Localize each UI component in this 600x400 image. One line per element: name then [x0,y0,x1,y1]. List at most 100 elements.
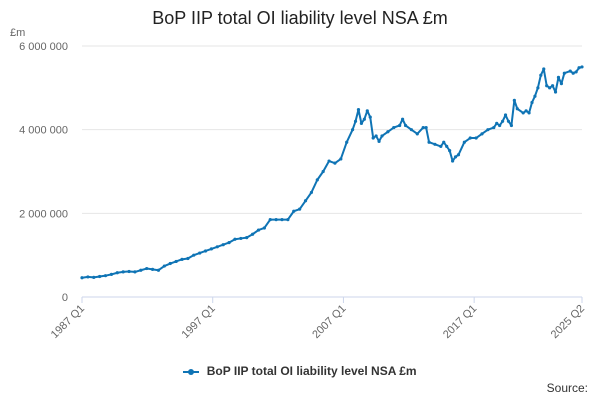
data-point[interactable] [98,274,102,279]
data-point[interactable] [162,264,166,268]
data-point[interactable] [498,123,502,128]
data-point[interactable] [233,237,237,241]
data-point[interactable] [548,86,552,90]
data-point[interactable] [550,84,555,88]
data-point[interactable] [168,261,172,266]
data-point[interactable] [433,142,437,146]
data-point[interactable] [456,153,461,157]
data-point[interactable] [353,119,358,123]
data-point[interactable] [156,268,161,272]
data-point[interactable] [239,236,243,241]
data-point[interactable] [345,140,349,144]
data-point[interactable] [392,125,396,130]
data-point[interactable] [427,140,431,144]
data-point[interactable] [515,107,519,111]
data-point[interactable] [92,275,96,279]
data-point[interactable] [139,268,143,272]
data-point[interactable] [268,218,272,222]
data-point[interactable] [495,121,499,125]
data-point[interactable] [539,73,543,77]
data-point[interactable] [533,94,537,98]
data-point[interactable] [186,256,190,261]
data-point[interactable] [577,66,581,70]
data-point[interactable] [250,232,255,236]
data-point[interactable] [556,75,561,79]
data-point[interactable] [377,139,381,143]
data-point[interactable] [365,109,369,113]
data-point[interactable] [568,69,572,73]
data-point[interactable] [521,111,525,115]
data-point[interactable] [333,161,337,165]
data-point[interactable] [115,271,119,275]
data-point[interactable] [398,123,402,128]
data-point[interactable] [480,132,484,136]
data-point[interactable] [368,115,372,119]
data-point[interactable] [542,67,546,71]
data-point[interactable] [321,169,325,174]
data-point[interactable] [374,134,378,138]
data-point[interactable] [133,270,137,274]
data-point[interactable] [203,249,208,253]
data-point[interactable] [527,111,531,115]
data-point[interactable] [386,130,390,134]
data-point[interactable] [86,275,90,279]
data-point[interactable] [362,117,366,121]
data-point[interactable] [512,98,516,102]
data-point[interactable] [453,155,458,159]
data-point[interactable] [400,117,405,121]
data-point[interactable] [530,100,534,105]
data-point[interactable] [462,140,466,144]
data-point[interactable] [150,267,155,271]
data-point[interactable] [256,228,261,232]
data-point[interactable] [356,107,361,112]
data-point[interactable] [80,276,84,280]
data-point[interactable] [303,199,308,203]
data-point[interactable] [245,235,249,240]
data-point[interactable] [121,270,125,274]
data-point[interactable] [421,125,425,130]
data-point[interactable] [274,218,278,222]
data-point[interactable] [506,119,511,123]
data-point[interactable] [109,272,114,277]
data-point[interactable] [445,144,449,148]
data-point[interactable] [450,159,455,163]
data-point[interactable] [536,86,540,90]
data-point[interactable] [574,70,578,74]
data-point[interactable] [286,218,290,222]
data-point[interactable] [559,82,564,86]
data-point[interactable] [492,125,496,130]
data-point[interactable] [403,123,408,128]
data-point[interactable] [380,134,384,138]
data-point[interactable] [198,251,202,255]
data-point[interactable] [315,178,319,182]
data-point[interactable] [500,119,505,123]
data-point[interactable] [486,128,490,132]
data-point[interactable] [509,123,514,128]
data-point[interactable] [424,125,428,130]
data-point[interactable] [448,148,452,153]
data-point[interactable] [553,90,558,94]
data-point[interactable] [474,136,478,140]
data-point[interactable] [350,128,355,132]
data-point[interactable] [309,190,314,195]
data-point[interactable] [174,259,178,264]
data-point[interactable] [562,71,566,75]
data-point[interactable] [545,84,549,88]
data-point[interactable] [192,253,196,257]
data-point[interactable] [468,136,472,140]
data-point[interactable] [327,159,331,163]
data-point[interactable] [571,71,575,75]
legend[interactable]: BoP IIP total OI liability level NSA £m [0,364,600,378]
data-point[interactable] [180,257,184,261]
data-point[interactable] [145,266,149,271]
data-point[interactable] [359,121,364,125]
data-point[interactable] [339,157,343,161]
data-point[interactable] [127,269,131,274]
data-point[interactable] [215,245,219,249]
data-point[interactable] [415,132,419,136]
data-point[interactable] [580,65,584,69]
data-point[interactable] [409,128,414,132]
data-point[interactable] [503,113,508,117]
data-point[interactable] [371,136,375,140]
data-point[interactable] [221,243,225,247]
